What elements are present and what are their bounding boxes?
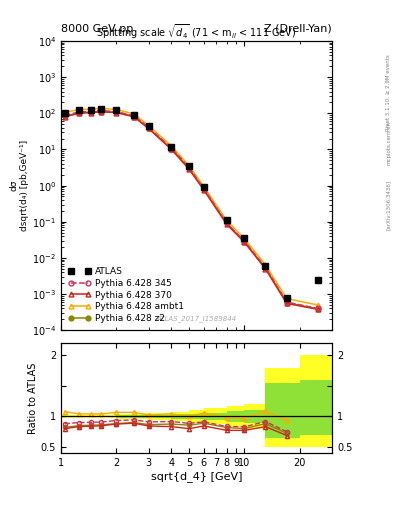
ATLAS: [169, 143, 174, 150]
Text: [arXiv:1306.3436]: [arXiv:1306.3436]: [386, 180, 391, 230]
Pythia 6.428 ambt1: [146, 122, 151, 129]
Line: Pythia 6.428 z2: Pythia 6.428 z2: [62, 109, 320, 311]
Pythia 6.428 ambt1: [187, 163, 192, 169]
Pythia 6.428 z2: [76, 110, 81, 116]
Text: ATLAS_2017_I1589844: ATLAS_2017_I1589844: [156, 315, 237, 322]
ATLAS: [242, 235, 247, 241]
Pythia 6.428 370: [62, 114, 67, 120]
Text: 8000 GeV pp: 8000 GeV pp: [61, 24, 133, 34]
Pythia 6.428 ambt1: [285, 295, 289, 302]
ATLAS: [88, 106, 93, 113]
Pythia 6.428 ambt1: [224, 218, 229, 224]
ATLAS: [263, 263, 268, 269]
Pythia 6.428 345: [62, 112, 67, 118]
Pythia 6.428 370: [242, 239, 247, 245]
Pythia 6.428 370: [224, 221, 229, 227]
Pythia 6.428 370: [315, 306, 320, 312]
ATLAS: [146, 123, 151, 129]
ATLAS: [76, 108, 81, 114]
Pythia 6.428 z2: [62, 113, 67, 119]
Pythia 6.428 ambt1: [169, 143, 174, 149]
Pythia 6.428 370: [99, 109, 103, 115]
X-axis label: sqrt{d_4} [GeV]: sqrt{d_4} [GeV]: [151, 471, 242, 482]
Pythia 6.428 370: [201, 187, 206, 193]
Y-axis label: Ratio to ATLAS: Ratio to ATLAS: [28, 362, 38, 434]
Pythia 6.428 ambt1: [114, 106, 119, 113]
Pythia 6.428 370: [76, 110, 81, 116]
Pythia 6.428 370: [187, 166, 192, 173]
ATLAS: [224, 217, 229, 223]
Pythia 6.428 345: [187, 165, 192, 171]
Pythia 6.428 345: [224, 220, 229, 226]
Pythia 6.428 345: [76, 109, 81, 115]
Pythia 6.428 370: [88, 110, 93, 116]
Pythia 6.428 z2: [285, 300, 289, 306]
Pythia 6.428 z2: [315, 306, 320, 312]
Line: Pythia 6.428 370: Pythia 6.428 370: [62, 110, 320, 312]
Pythia 6.428 370: [146, 125, 151, 132]
Pythia 6.428 345: [146, 124, 151, 131]
Line: Pythia 6.428 345: Pythia 6.428 345: [62, 108, 320, 311]
Pythia 6.428 370: [114, 110, 119, 116]
ATLAS: [62, 110, 67, 116]
Line: ATLAS: ATLAS: [62, 106, 321, 301]
Text: Rivet 3.1.10, ≥ 2.9M events: Rivet 3.1.10, ≥ 2.9M events: [386, 54, 391, 131]
Legend: ATLAS, Pythia 6.428 345, Pythia 6.428 370, Pythia 6.428 ambt1, Pythia 6.428 z2: ATLAS, Pythia 6.428 345, Pythia 6.428 37…: [65, 265, 187, 326]
Line: Pythia 6.428 ambt1: Pythia 6.428 ambt1: [62, 106, 320, 307]
Pythia 6.428 345: [169, 145, 174, 151]
Pythia 6.428 345: [99, 108, 103, 114]
Pythia 6.428 z2: [88, 109, 93, 115]
ATLAS: [114, 108, 119, 114]
ATLAS: [315, 276, 320, 283]
Pythia 6.428 z2: [132, 114, 136, 120]
Pythia 6.428 345: [201, 186, 206, 192]
Pythia 6.428 ambt1: [62, 109, 67, 115]
Pythia 6.428 z2: [263, 265, 268, 271]
Pythia 6.428 z2: [169, 145, 174, 152]
Pythia 6.428 z2: [187, 165, 192, 172]
Pythia 6.428 ambt1: [315, 302, 320, 308]
Pythia 6.428 345: [242, 238, 247, 244]
Pythia 6.428 ambt1: [99, 105, 103, 112]
Pythia 6.428 z2: [242, 239, 247, 245]
Pythia 6.428 370: [132, 114, 136, 120]
Pythia 6.428 345: [263, 264, 268, 270]
Pythia 6.428 z2: [99, 109, 103, 115]
Pythia 6.428 370: [169, 146, 174, 153]
Pythia 6.428 z2: [201, 186, 206, 192]
Pythia 6.428 ambt1: [76, 106, 81, 113]
Pythia 6.428 345: [132, 113, 136, 119]
Text: Z (Drell-Yan): Z (Drell-Yan): [264, 24, 332, 34]
ATLAS: [132, 112, 136, 118]
Pythia 6.428 345: [285, 299, 289, 305]
Pythia 6.428 ambt1: [242, 236, 247, 242]
Pythia 6.428 z2: [224, 220, 229, 226]
Pythia 6.428 ambt1: [132, 111, 136, 117]
Pythia 6.428 ambt1: [263, 262, 268, 268]
Text: mcplots.cern.ch: mcplots.cern.ch: [386, 121, 391, 165]
Pythia 6.428 z2: [114, 109, 119, 115]
Pythia 6.428 z2: [146, 125, 151, 131]
Pythia 6.428 ambt1: [88, 106, 93, 112]
Y-axis label: dσ
dsqrt(d₄) [pb,GeV⁻¹]: dσ dsqrt(d₄) [pb,GeV⁻¹]: [10, 140, 29, 231]
Pythia 6.428 370: [285, 301, 289, 307]
ATLAS: [99, 106, 103, 112]
Pythia 6.428 345: [88, 109, 93, 115]
ATLAS: [201, 184, 206, 190]
ATLAS: [187, 163, 192, 169]
ATLAS: [285, 294, 289, 301]
Title: Splitting scale $\sqrt{d_4}$ (71 < m$_{ll}$ < 111 GeV): Splitting scale $\sqrt{d_4}$ (71 < m$_{l…: [96, 22, 297, 41]
Pythia 6.428 345: [114, 109, 119, 115]
Pythia 6.428 ambt1: [201, 183, 206, 189]
Pythia 6.428 345: [315, 305, 320, 311]
Pythia 6.428 370: [263, 266, 268, 272]
